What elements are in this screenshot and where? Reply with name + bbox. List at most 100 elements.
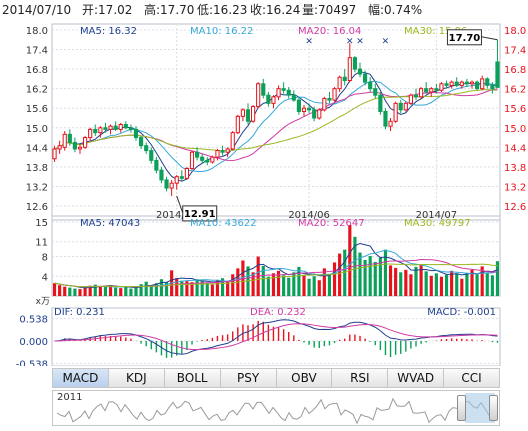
candle-body <box>189 151 195 170</box>
candle-body <box>296 99 301 112</box>
volume-bar <box>368 256 372 296</box>
price-y-tick-left: 16.2 <box>26 85 48 96</box>
volume-bar <box>83 287 87 296</box>
candle-body <box>398 102 403 111</box>
volume-bar <box>465 272 469 296</box>
navigator-history-line <box>56 397 498 425</box>
volume-bar <box>68 287 72 296</box>
candle-body <box>480 78 485 90</box>
tab-kdj[interactable]: KDJ <box>109 369 165 387</box>
volume-bar <box>119 288 123 296</box>
tab-boll[interactable]: BOLL <box>165 369 221 387</box>
candle-body <box>378 94 383 112</box>
volume-bar <box>414 266 418 296</box>
navigator-year-label: 2011 <box>57 392 83 403</box>
price-y-tick-left: 14.4 <box>26 143 48 154</box>
volume-bar <box>317 280 321 296</box>
price-y-tick-right: 13.8 <box>504 163 526 174</box>
header-field-0: 2014/07/10 <box>2 3 71 17</box>
volume-bar <box>175 278 179 296</box>
volume-bar <box>73 288 77 296</box>
volume-bar <box>210 284 214 296</box>
navigator-left-handle[interactable] <box>457 395 466 421</box>
price-legend-ma20: MA20: 16.04 <box>298 26 361 37</box>
volume-bar <box>419 264 423 296</box>
candle-body <box>118 124 123 130</box>
volume-bar <box>205 282 209 296</box>
volume-bar <box>439 276 444 296</box>
price-x-tick: 2014/06 <box>288 210 330 221</box>
price-y-tick-left: 16.8 <box>26 65 48 76</box>
volume-bar <box>404 269 408 296</box>
navigator-right-handle[interactable] <box>489 395 498 421</box>
candle-body <box>444 83 449 86</box>
candle-body <box>276 88 281 98</box>
macd-y-tick: 0.538 <box>19 315 48 326</box>
volume-bar <box>78 289 82 296</box>
candle-body <box>403 102 408 111</box>
volume-bar <box>190 282 194 296</box>
candle-body <box>245 109 251 122</box>
volume-bar <box>251 272 255 296</box>
macd-y-tick: -0.538 <box>16 359 48 366</box>
price-y-tick-right: 16.2 <box>504 85 526 96</box>
tab-wvad[interactable]: WVAD <box>388 369 445 387</box>
chart-canvas[interactable]: 2014/07/10 开:17.02 高:17.70 低:16.23 收:16.24 量:… <box>0 0 528 366</box>
candle-body <box>357 68 363 75</box>
volume-bar <box>444 274 449 296</box>
volume-bar <box>88 285 92 296</box>
candle-body <box>439 83 444 91</box>
candle-body <box>123 124 128 129</box>
candle-body <box>419 88 424 98</box>
price-y-tick-left: 12.6 <box>26 202 48 213</box>
candle-body <box>271 96 276 104</box>
candle-body <box>164 179 169 189</box>
volume-bar <box>52 283 57 296</box>
volume-bar <box>134 287 138 296</box>
price-y-tick-left: 17.4 <box>26 46 48 57</box>
candle-body <box>98 127 103 134</box>
event-marker: ✕ <box>346 37 354 47</box>
candle-body <box>133 128 139 139</box>
volume-bar <box>282 275 286 296</box>
price-legend-ma10: MA10: 16.22 <box>190 26 253 37</box>
candle-body <box>454 81 459 86</box>
price-y-tick-left: 18.0 <box>26 26 48 37</box>
volume-legend-ma10: MA10: 43622 <box>190 218 257 229</box>
volume-bar <box>271 273 276 296</box>
tab-obv[interactable]: OBV <box>277 369 333 387</box>
volume-bar <box>195 279 199 296</box>
volume-bar <box>63 286 67 296</box>
volume-bar <box>363 259 367 296</box>
range-navigator[interactable]: 2011 <box>52 390 500 426</box>
tab-macd[interactable]: MACD <box>53 369 109 387</box>
volume-bar <box>261 265 265 296</box>
candle-body <box>286 89 291 96</box>
volume-bar <box>332 262 337 296</box>
candle-body <box>251 106 256 122</box>
candle-body <box>128 127 133 130</box>
tab-rsi[interactable]: RSI <box>332 369 389 387</box>
candle-body <box>312 109 317 119</box>
candle-body <box>342 76 347 82</box>
volume-bar <box>220 278 225 296</box>
indicator-tabs: MACD KDJ BOLL PSY OBV RSI WVAD CCI <box>52 368 500 388</box>
volume-y-tick: 11 <box>35 238 48 249</box>
price-ma30-line <box>54 89 498 152</box>
volume-legend-ma20: MA20: 52647 <box>298 218 365 229</box>
tab-cci[interactable]: CCI <box>461 371 482 385</box>
price-y-tick-right: 16.8 <box>504 65 526 76</box>
tab-psy[interactable]: PSY <box>221 369 277 387</box>
volume-legend-ma30: MA30: 49797 <box>404 218 471 229</box>
macd-legend-dea: DEA: 0.232 <box>250 307 306 318</box>
candle-body <box>72 141 77 150</box>
candle-body <box>215 150 220 158</box>
volume-bar <box>322 268 326 296</box>
candle-body <box>154 159 159 171</box>
candle-body <box>93 128 98 134</box>
candle-body <box>424 88 429 93</box>
volume-bar <box>455 273 459 296</box>
candle-body <box>475 81 480 90</box>
volume-bar <box>139 284 143 296</box>
candle-body <box>383 110 388 127</box>
